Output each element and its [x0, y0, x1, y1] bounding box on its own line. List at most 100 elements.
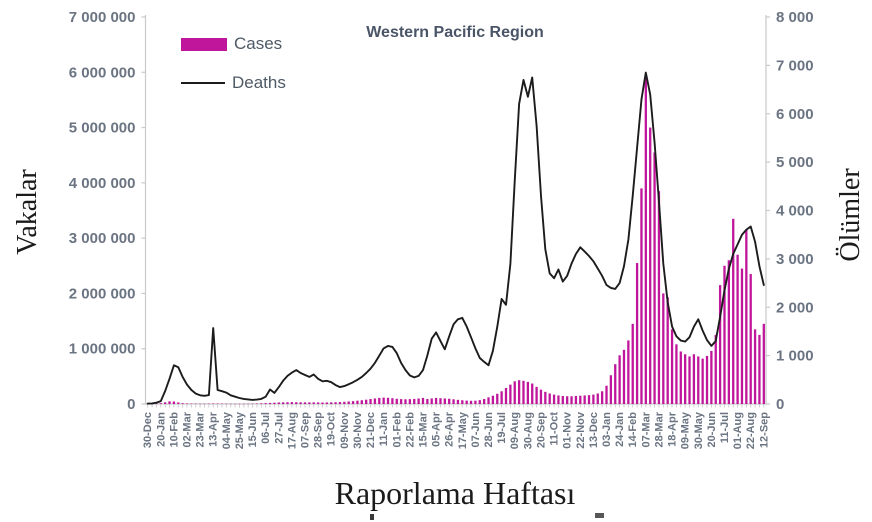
x-tick-label: 01-Aug [732, 412, 744, 449]
y-left-tick-label: 0 [127, 396, 135, 413]
cases-bar [260, 403, 263, 404]
y-right-tick-label: 3 000 [776, 251, 814, 268]
x-tick-label: 07-Jun [470, 412, 482, 448]
cases-bar [465, 400, 468, 404]
cases-bar [539, 389, 543, 404]
cases-bar [701, 358, 704, 404]
cases-bar [609, 375, 613, 404]
cases-bar [762, 323, 765, 404]
cases-bar [697, 356, 700, 404]
cases-bar [286, 402, 289, 404]
x-tick-label: 11-Oct [549, 412, 561, 446]
y-left-tick-label: 3 000 000 [69, 230, 136, 247]
cases-bar [330, 402, 333, 404]
cases-bar [662, 293, 665, 404]
y-right-tick-label: 4 000 [776, 203, 814, 220]
cases-bar [399, 399, 403, 404]
cases-bar [618, 355, 621, 404]
cases-bar [417, 398, 420, 404]
cases-bar [640, 188, 643, 404]
chart-title: Western Pacific Region [366, 24, 544, 41]
cases-bar [404, 399, 407, 404]
cases-bar [745, 229, 748, 404]
cases-bar [268, 402, 272, 404]
y-axis-title-left: Vakalar [12, 169, 43, 255]
x-tick-label: 02-Mar [182, 411, 194, 447]
clipped-caption-fragment [370, 514, 374, 520]
x-tick-label: 01-Feb [391, 412, 403, 448]
x-tick-label: 03-Jan [601, 412, 613, 447]
y-right-tick-label: 7 000 [776, 57, 814, 74]
x-tick-label: 20-Jun [706, 412, 718, 448]
y-left-tick-label: 7 000 000 [69, 9, 136, 26]
legend-item-deaths: Deaths [181, 72, 286, 94]
x-tick-label: 25-May [234, 411, 246, 449]
cases-bar [316, 402, 320, 404]
y-right-tick-label: 6 000 [776, 106, 814, 123]
x-tick-label: 09-Nov [339, 411, 351, 449]
x-tick-label: 20-Jan [155, 412, 167, 447]
cases-bar [631, 323, 634, 404]
x-tick-label: 17-May [457, 411, 469, 449]
legend-label-deaths: Deaths [232, 73, 286, 92]
cases-bar [679, 351, 682, 404]
cases-bar [172, 401, 176, 404]
x-tick-label: 01-Nov [562, 411, 574, 449]
cases-bar [727, 260, 731, 404]
deaths-swatch-icon [181, 82, 225, 84]
cases-bar [579, 395, 582, 404]
cases-bar [531, 383, 534, 404]
cases-bar [164, 402, 167, 404]
cases-bar [732, 218, 735, 404]
cases-bar [509, 384, 512, 404]
cases-bar [705, 355, 709, 404]
cases-bar [369, 399, 372, 404]
cases-bar [544, 391, 547, 404]
cases-bar [670, 329, 674, 404]
cases-bar [487, 397, 490, 404]
cases-bar [600, 391, 604, 404]
y-right-tick-label: 1 000 [776, 348, 814, 365]
cases-bar [592, 394, 595, 404]
cases-bar [290, 402, 294, 404]
y-left-tick-label: 6 000 000 [69, 64, 136, 81]
cases-bar [614, 364, 617, 404]
cases-bar [653, 152, 656, 404]
cases-bar [557, 395, 560, 404]
cases-bar [574, 395, 578, 404]
y-left-tick-label: 1 000 000 [69, 341, 136, 358]
cases-bar [718, 285, 722, 404]
cases-bar [622, 349, 626, 404]
cases-bar [343, 401, 346, 404]
x-tick-label: 09-Aug [509, 412, 521, 449]
cases-bar [749, 274, 752, 404]
cases-bar [714, 334, 717, 404]
cases-bar [692, 354, 696, 404]
cases-bar [334, 402, 337, 404]
x-tick-label: 04-May [221, 411, 233, 449]
cases-bar [723, 265, 726, 404]
cases-bar [443, 398, 446, 404]
cases-bar [491, 395, 495, 404]
cases-bar [566, 396, 569, 404]
cases-bar [378, 397, 381, 404]
deaths-line [146, 71, 765, 405]
x-tick-label: 17-Aug [286, 412, 298, 449]
cases-bar [500, 391, 503, 404]
cases-bar [526, 381, 530, 404]
cases-bar [264, 403, 267, 404]
cases-bar [605, 385, 608, 404]
cases-bar [535, 386, 538, 404]
x-tick-label: 13-Apr [208, 411, 220, 447]
cases-bar [504, 387, 508, 404]
x-tick-label: 11-Jan [378, 412, 390, 447]
x-tick-label: 12-Sep [758, 412, 770, 448]
x-tick-label: 22-Aug [745, 412, 757, 449]
cases-bar [421, 397, 425, 404]
cases-bar [753, 329, 757, 404]
cases-bar [657, 191, 661, 404]
cases-bar [548, 393, 551, 404]
y-left-tick-label: 5 000 000 [69, 120, 136, 137]
x-tick-label: 28-Mar [653, 411, 665, 447]
y-right-tick-label: 2 000 [776, 299, 814, 316]
